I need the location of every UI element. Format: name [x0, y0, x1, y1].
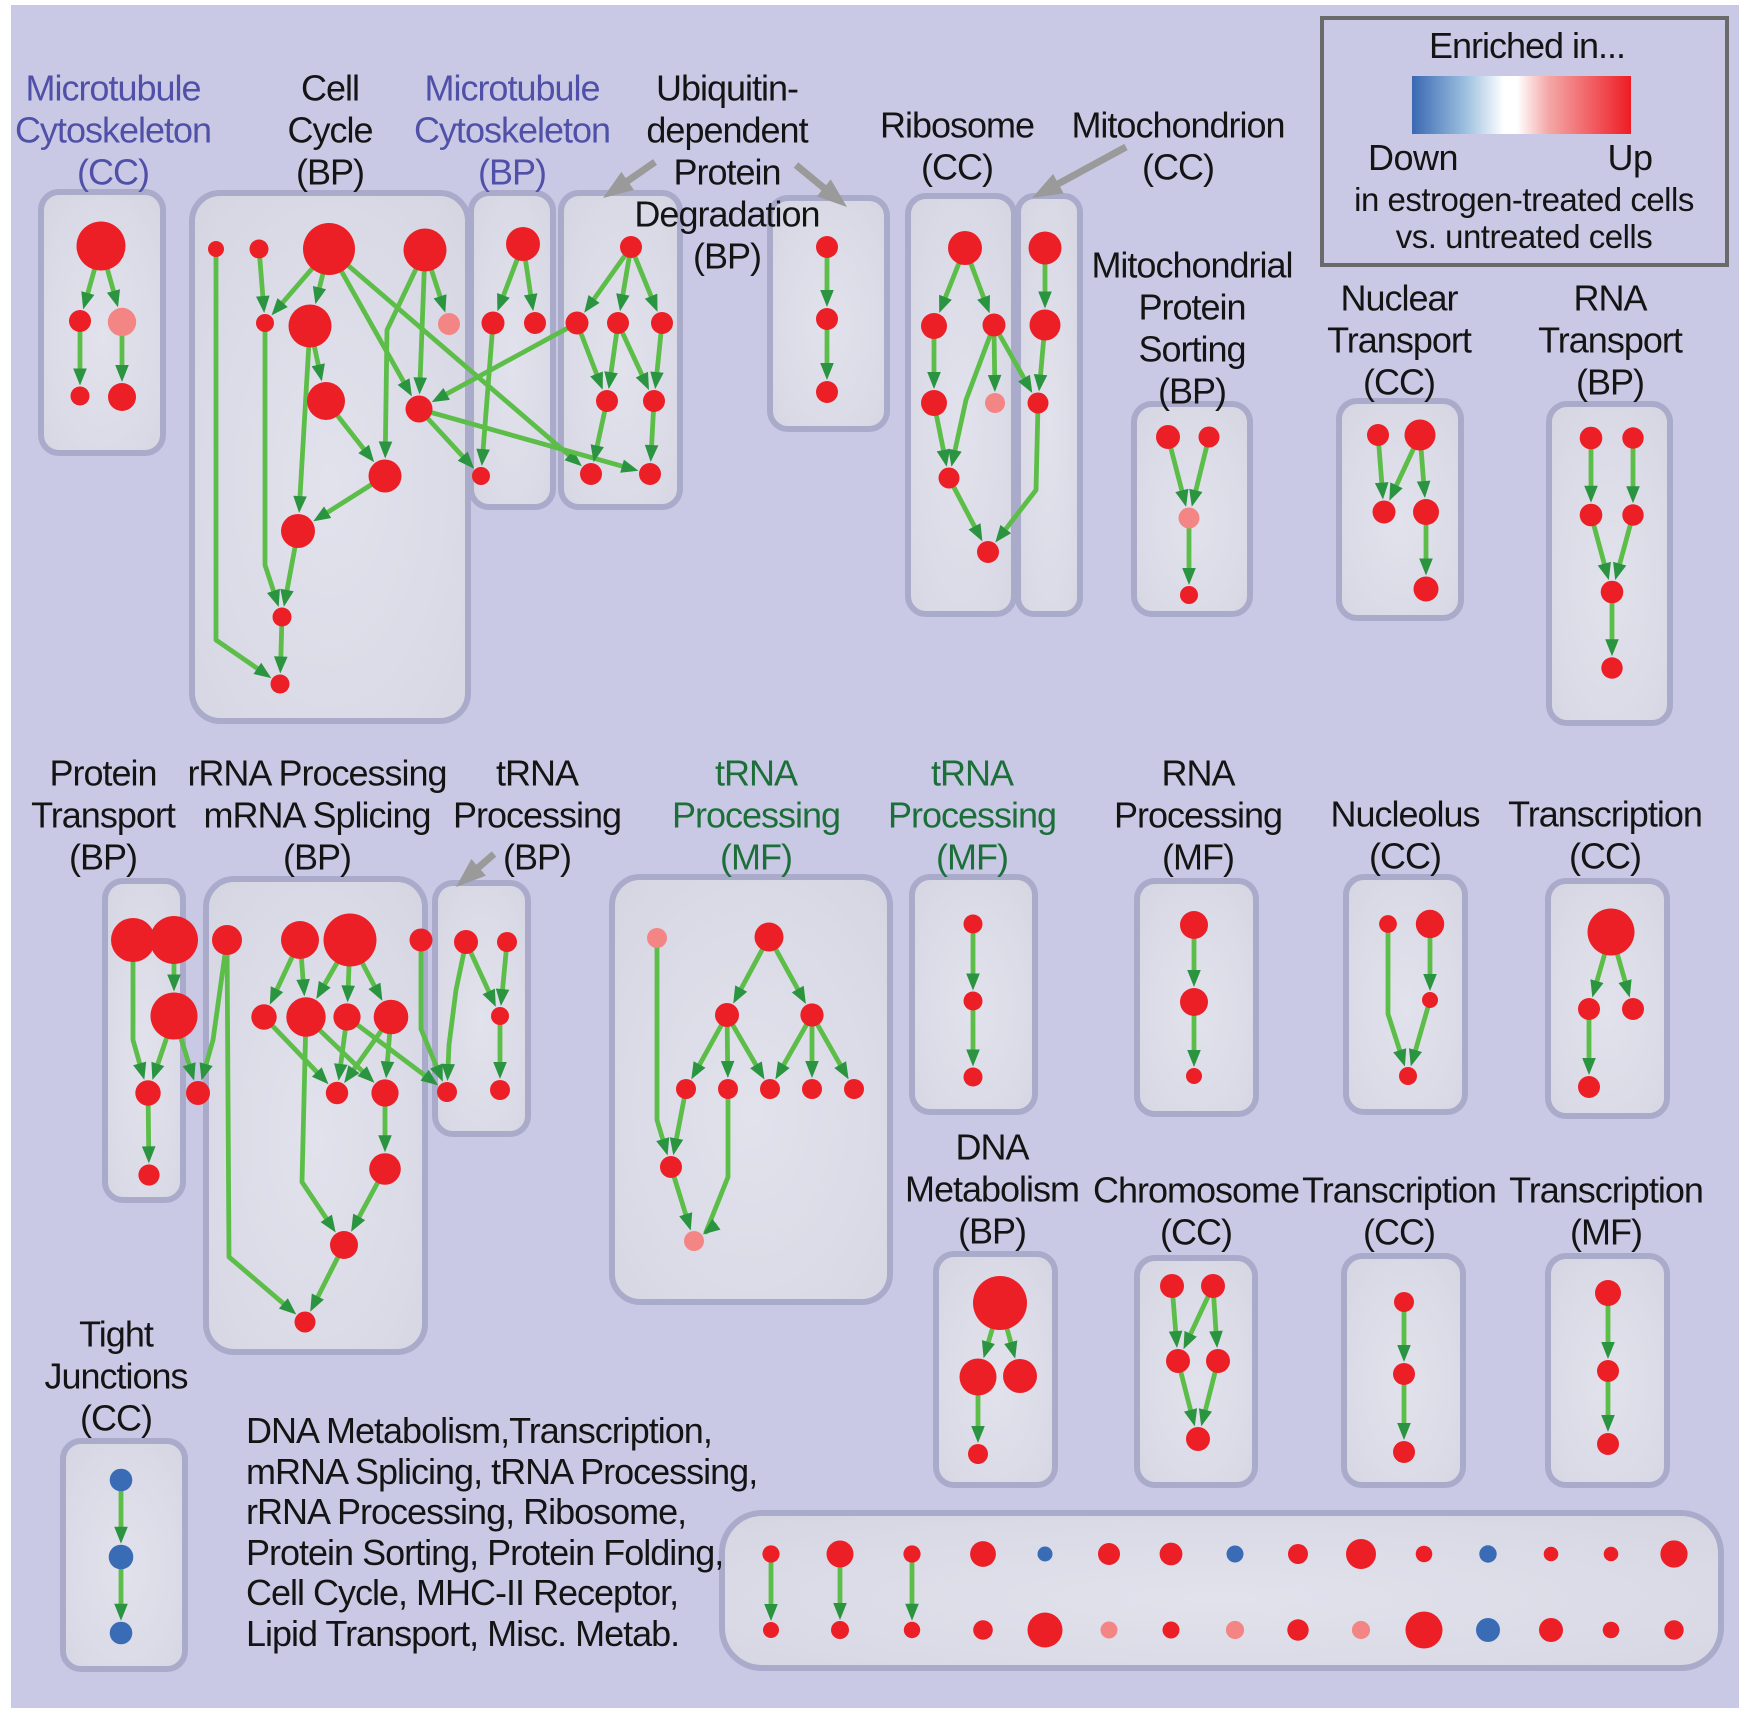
svg-text:Transcription: Transcription — [1302, 1170, 1496, 1211]
svg-text:(CC): (CC) — [1363, 1212, 1435, 1253]
svg-text:RNA: RNA — [1161, 753, 1235, 794]
svg-text:Nucleolus: Nucleolus — [1330, 794, 1479, 835]
svg-text:Enriched in...: Enriched in... — [1429, 25, 1625, 66]
svg-text:Microtubule: Microtubule — [25, 68, 200, 109]
svg-text:Cytoskeleton: Cytoskeleton — [15, 110, 211, 151]
svg-text:(CC): (CC) — [1569, 836, 1641, 877]
svg-text:Ribosome: Ribosome — [880, 105, 1034, 146]
svg-text:Processing: Processing — [453, 795, 621, 836]
svg-text:(BP): (BP) — [503, 837, 571, 878]
svg-text:(CC): (CC) — [1142, 147, 1214, 188]
svg-text:Protein: Protein — [1138, 287, 1245, 328]
svg-text:(CC): (CC) — [921, 147, 993, 188]
svg-text:mRNA Splicing: mRNA Splicing — [203, 795, 430, 836]
svg-text:Protein Sorting, Protein Foldi: Protein Sorting, Protein Folding, — [246, 1532, 723, 1573]
svg-text:DNA: DNA — [955, 1127, 1029, 1168]
svg-text:Processing: Processing — [888, 795, 1056, 836]
svg-text:(BP): (BP) — [1158, 371, 1226, 412]
svg-text:Lipid Transport, Misc. Metab.: Lipid Transport, Misc. Metab. — [246, 1613, 679, 1654]
svg-text:(BP): (BP) — [296, 152, 364, 193]
svg-text:mRNA Splicing, tRNA Processing: mRNA Splicing, tRNA Processing, — [246, 1451, 757, 1492]
svg-text:(BP): (BP) — [478, 152, 546, 193]
svg-text:(MF): (MF) — [1570, 1212, 1642, 1253]
svg-text:Nuclear: Nuclear — [1340, 278, 1458, 319]
svg-text:(CC): (CC) — [1369, 836, 1441, 877]
svg-text:tRNA: tRNA — [715, 753, 798, 794]
svg-text:(CC): (CC) — [1160, 1212, 1232, 1253]
svg-text:Chromosome: Chromosome — [1093, 1170, 1299, 1211]
svg-text:Cell: Cell — [301, 68, 359, 109]
svg-text:Processing: Processing — [672, 795, 840, 836]
svg-text:Metabolism: Metabolism — [905, 1169, 1079, 1210]
svg-text:Junctions: Junctions — [44, 1356, 187, 1397]
svg-text:Down: Down — [1368, 137, 1458, 178]
svg-text:dependent: dependent — [646, 110, 808, 151]
svg-text:(BP): (BP) — [283, 837, 351, 878]
svg-text:(MF): (MF) — [720, 837, 792, 878]
svg-text:vs. untreated cells: vs. untreated cells — [1396, 218, 1652, 255]
svg-text:Transcription: Transcription — [1509, 1170, 1703, 1211]
svg-text:Transport: Transport — [1327, 320, 1472, 361]
svg-text:Protein: Protein — [49, 753, 156, 794]
svg-text:Mitochondrial: Mitochondrial — [1091, 245, 1292, 286]
svg-text:Ubiquitin-: Ubiquitin- — [656, 68, 798, 109]
svg-text:Microtubule: Microtubule — [424, 68, 599, 109]
svg-text:(BP): (BP) — [1576, 362, 1644, 403]
svg-text:Protein: Protein — [673, 152, 780, 193]
svg-text:Processing: Processing — [1114, 795, 1282, 836]
svg-text:Transport: Transport — [31, 795, 176, 836]
svg-text:(CC): (CC) — [77, 152, 149, 193]
svg-text:in estrogen-treated cells: in estrogen-treated cells — [1354, 181, 1694, 218]
svg-text:(CC): (CC) — [80, 1398, 152, 1439]
svg-text:Sorting: Sorting — [1138, 329, 1245, 370]
svg-text:rRNA Processing, Ribosome,: rRNA Processing, Ribosome, — [246, 1491, 686, 1532]
svg-text:Mitochondrion: Mitochondrion — [1071, 105, 1284, 146]
svg-text:Up: Up — [1607, 137, 1652, 178]
svg-text:Degradation: Degradation — [634, 194, 819, 235]
svg-text:Cycle: Cycle — [287, 110, 372, 151]
svg-text:tRNA: tRNA — [496, 753, 579, 794]
svg-text:(BP): (BP) — [693, 236, 761, 277]
svg-text:tRNA: tRNA — [931, 753, 1014, 794]
svg-text:(BP): (BP) — [69, 837, 137, 878]
svg-text:(BP): (BP) — [958, 1211, 1026, 1252]
svg-text:Tight: Tight — [79, 1314, 154, 1355]
svg-text:(MF): (MF) — [936, 837, 1008, 878]
svg-text:RNA: RNA — [1573, 278, 1647, 319]
svg-text:(CC): (CC) — [1363, 362, 1435, 403]
svg-text:DNA Metabolism,Transcription,: DNA Metabolism,Transcription, — [246, 1410, 712, 1451]
svg-text:(MF): (MF) — [1162, 837, 1234, 878]
svg-text:rRNA Processing: rRNA Processing — [187, 753, 446, 794]
svg-text:Transport: Transport — [1538, 320, 1683, 361]
svg-text:Cytoskeleton: Cytoskeleton — [414, 110, 610, 151]
svg-text:Transcription: Transcription — [1508, 794, 1702, 835]
svg-text:Cell Cycle, MHC-II Receptor,: Cell Cycle, MHC-II Receptor, — [246, 1572, 678, 1613]
